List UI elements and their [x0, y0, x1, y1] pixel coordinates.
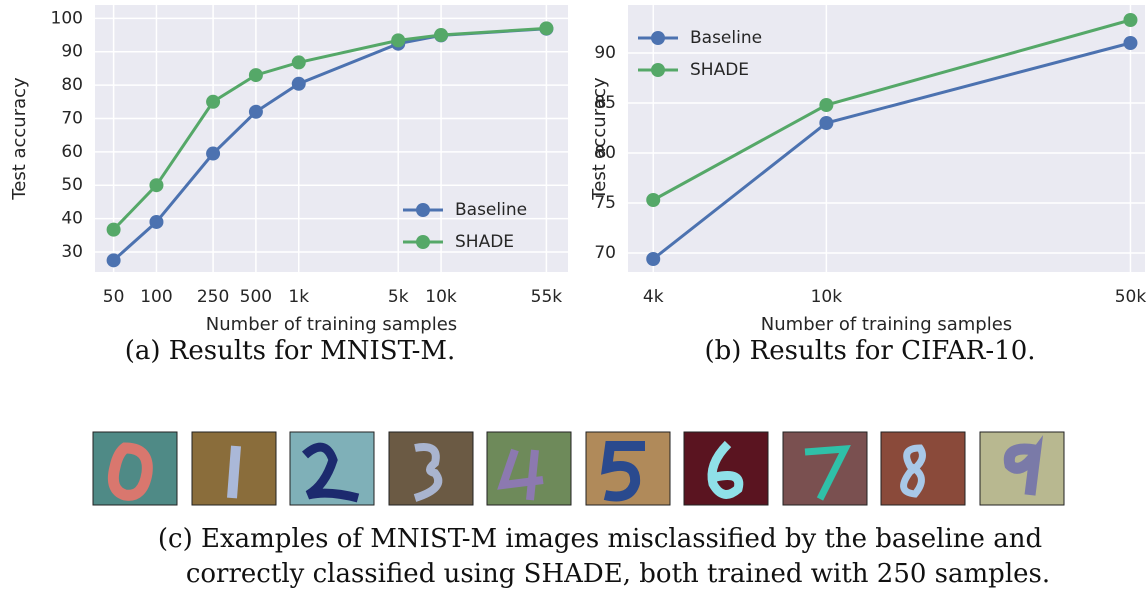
point	[1123, 13, 1137, 27]
point	[819, 116, 833, 130]
point	[249, 105, 263, 119]
point	[107, 223, 121, 237]
y-axis-label: Test accuracy	[9, 77, 30, 201]
legend-label: Baseline	[690, 28, 762, 48]
digit-stroke	[232, 446, 236, 498]
x-tick-label: 5k	[388, 287, 409, 307]
chart-caption: (a) Results for MNIST-M.	[125, 336, 456, 366]
y-tick-label: 90	[594, 43, 616, 63]
figure-caption-line: correctly classified using SHADE, both t…	[186, 559, 1050, 589]
point	[206, 147, 220, 161]
x-tick-label: 50k	[1115, 287, 1147, 307]
chart: 30 40 50 60 70 80 90 100 50 100 250 500 1k 5k 10k 55k Nu…	[9, 5, 568, 366]
x-tick-label: 10k	[811, 287, 843, 307]
x-tick-label: 55k	[531, 287, 563, 307]
y-tick-label: 70	[594, 243, 616, 263]
point	[646, 252, 660, 266]
y-axis-label: Test accuracy	[589, 77, 610, 201]
point	[1123, 36, 1137, 50]
point	[539, 21, 553, 35]
legend-marker	[651, 31, 665, 45]
y-tick-label: 50	[61, 175, 83, 195]
point	[149, 178, 163, 192]
digit-image	[881, 432, 965, 505]
x-tick-label: 500	[240, 287, 272, 307]
legend-marker	[416, 235, 430, 249]
legend-marker	[416, 203, 430, 217]
x-axis-label: Number of training samples	[206, 314, 457, 335]
point	[819, 98, 833, 112]
legend-label: Baseline	[455, 200, 527, 220]
y-tick-label: 70	[61, 108, 83, 128]
x-tick-label: 50	[103, 287, 125, 307]
x-tick-label: 4k	[643, 287, 664, 307]
y-tick-label: 60	[61, 142, 83, 162]
y-tick-label: 40	[61, 209, 83, 229]
y-tick-label: 30	[61, 242, 83, 262]
chart-caption: (b) Results for CIFAR-10.	[704, 336, 1035, 366]
point	[292, 55, 306, 69]
point	[646, 193, 660, 207]
x-tick-label: 1k	[288, 287, 309, 307]
point	[107, 253, 121, 267]
point	[391, 33, 405, 47]
point	[249, 68, 263, 82]
example-images	[93, 432, 1064, 505]
y-tick-label: 90	[61, 42, 83, 62]
x-tick-label: 250	[197, 287, 229, 307]
point	[292, 77, 306, 91]
figure-caption-line: (c) Examples of MNIST-M images misclassi…	[158, 524, 1042, 554]
x-axis-label: Number of training samples	[761, 314, 1012, 335]
legend-marker	[651, 63, 665, 77]
point	[149, 215, 163, 229]
legend-label: SHADE	[455, 232, 514, 252]
y-tick-label: 100	[51, 8, 83, 28]
x-tick-label: 10k	[425, 287, 457, 307]
figure: (c) Examples of MNIST-M images misclassi…	[0, 0, 1147, 610]
x-tick-label: 100	[140, 287, 172, 307]
legend-label: SHADE	[690, 60, 749, 80]
point	[434, 28, 448, 42]
y-tick-label: 80	[61, 75, 83, 95]
point	[206, 95, 220, 109]
